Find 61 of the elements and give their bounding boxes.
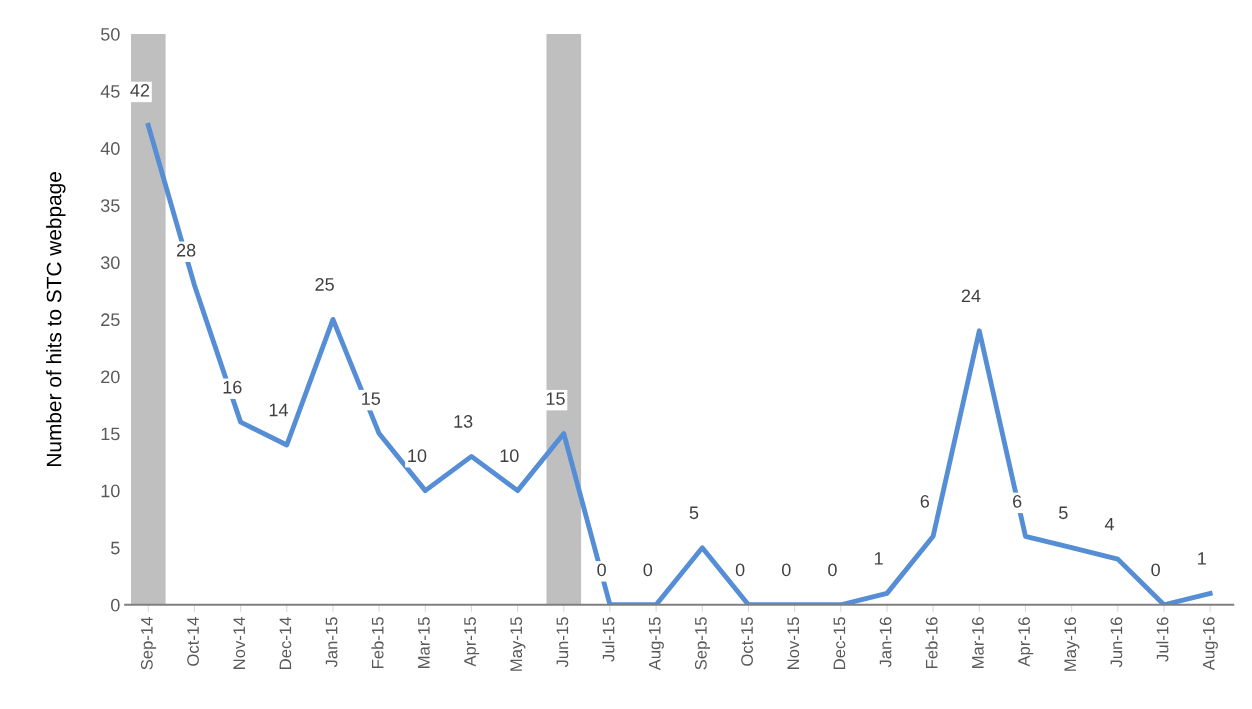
x-tick-label: Nov-14 <box>233 617 246 669</box>
data-label: 1 <box>874 552 883 565</box>
data-label: 6 <box>1013 494 1022 508</box>
data-label: 0 <box>643 563 653 577</box>
x-tick-label: Jun-15 <box>556 617 569 668</box>
x-tick-label: Jan-15 <box>325 617 338 668</box>
data-label: 28 <box>176 243 196 257</box>
line-series <box>145 122 1213 605</box>
x-tick-label: Sep-14 <box>140 617 157 670</box>
y-tick-label: 10 <box>101 484 120 498</box>
data-label: 42 <box>130 84 150 97</box>
data-label: 1 <box>1198 552 1206 565</box>
x-tick-label: Aug-16 <box>1202 617 1218 671</box>
x-tick-label: Oct-14 <box>187 617 199 666</box>
y-tick-label: 50 <box>100 27 120 41</box>
data-label: 16 <box>223 380 242 394</box>
data-label: 0 <box>735 563 745 577</box>
y-axis-title: Number of hits to STC webpage <box>46 172 66 466</box>
x-tick-label: Sep-15 <box>694 617 711 670</box>
x-tick-label: Jan-16 <box>879 617 892 668</box>
x-tick-label: Aug-15 <box>648 617 664 671</box>
data-label: 10 <box>500 449 519 463</box>
y-tick-label: 20 <box>101 370 120 384</box>
x-tick-label: Jun-16 <box>1110 617 1123 668</box>
y-tick-label: 45 <box>100 85 120 98</box>
data-label: 4 <box>1104 517 1114 531</box>
x-tick-label: Apr-15 <box>464 617 480 667</box>
x-tick-label: Mar-15 <box>418 617 430 668</box>
data-label: 13 <box>454 415 473 428</box>
x-tick-label: Mar-16 <box>971 617 984 668</box>
y-tick-label: 5 <box>111 541 120 555</box>
y-tick-label: 0 <box>111 598 120 612</box>
data-label: 0 <box>828 563 837 577</box>
data-label: 15 <box>362 392 381 405</box>
x-tick-label: Apr-16 <box>1018 617 1034 667</box>
x-tick-label: May-16 <box>1064 617 1080 671</box>
data-label: 0 <box>597 563 606 577</box>
x-tick-label: May-15 <box>510 617 526 671</box>
data-label: 10 <box>408 449 427 463</box>
data-label: 25 <box>315 278 334 291</box>
data-label: 0 <box>781 563 791 577</box>
x-tick-label: Dec-15 <box>833 617 846 669</box>
data-label: 15 <box>546 392 565 405</box>
data-label: 24 <box>961 289 981 303</box>
x-tick-label: Jul-15 <box>602 617 615 662</box>
y-tick-label: 30 <box>100 256 120 270</box>
data-label: 6 <box>920 494 930 508</box>
data-label: 14 <box>269 403 288 417</box>
x-tick-label: Nov-15 <box>787 617 800 669</box>
data-label: 5 <box>1059 506 1068 520</box>
x-tick-label: Dec-14 <box>279 617 292 669</box>
y-tick-label: 15 <box>101 427 120 441</box>
x-tick-label: Oct-15 <box>741 617 753 666</box>
data-label: 5 <box>689 506 699 520</box>
x-tick-label: Jul-16 <box>1156 617 1169 662</box>
y-tick-label: 25 <box>101 313 120 327</box>
y-tick-label: 35 <box>100 199 120 212</box>
x-tick-label: Feb-16 <box>925 617 938 669</box>
y-tick-label: 40 <box>100 142 120 155</box>
x-tick-label: Feb-15 <box>371 617 384 669</box>
data-label: 0 <box>1151 563 1160 577</box>
